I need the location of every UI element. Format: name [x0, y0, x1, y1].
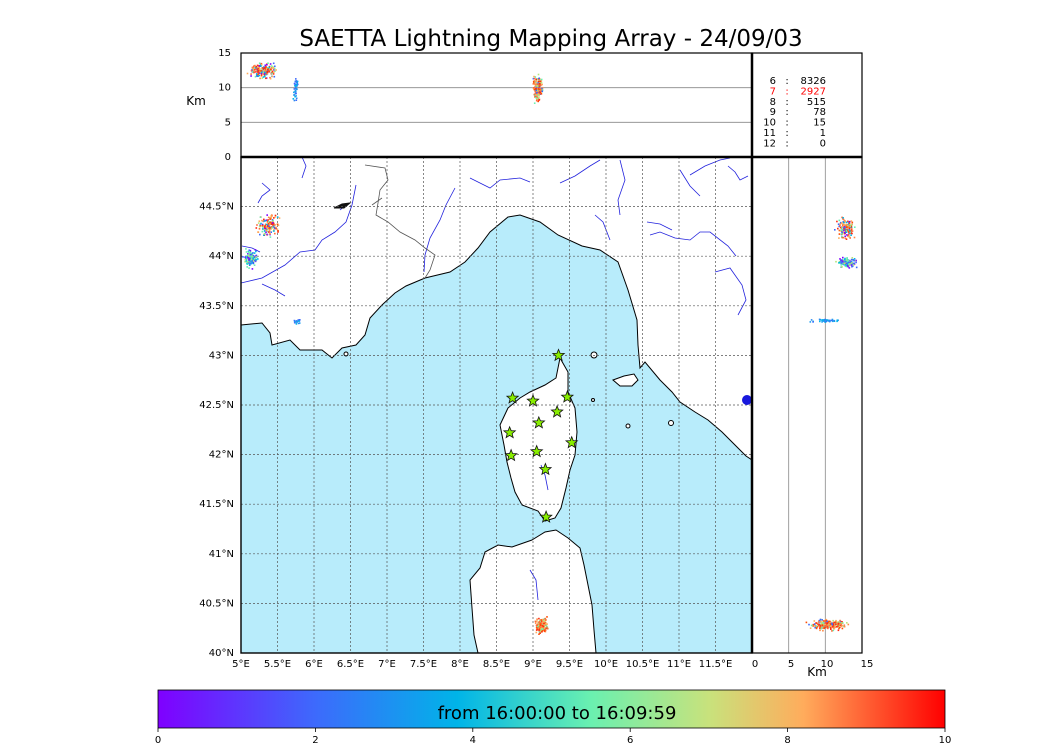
- station-star-icon: [526, 393, 540, 407]
- lon-tick-label: 6.5°E: [337, 659, 364, 670]
- stat-value: 0: [820, 138, 826, 149]
- alt-tick: 10: [218, 83, 231, 94]
- right-km-tick: 0: [752, 659, 758, 670]
- station-star-icon: [529, 444, 544, 458]
- colorbar-time-range: from 16:00:00 to 16:09:59: [438, 703, 677, 724]
- lon-tick-label: 11°E: [667, 659, 691, 670]
- lat-tick-label: 40.5°N: [199, 598, 234, 609]
- altitude-longitude-panel: 0 5 10 15 Km: [186, 48, 753, 163]
- lon-tick-label: 5°E: [232, 659, 250, 670]
- lon-tick-label: 10.5°E: [626, 659, 660, 670]
- alt-unit-label: Km: [186, 94, 206, 108]
- lat-tick-label: 44.5°N: [199, 202, 234, 213]
- time-colorbar: from 16:00:00 to 16:09:59 0 2 4 6 8 10: [155, 689, 952, 746]
- right-km-tick: 10: [821, 659, 834, 670]
- stat-separator: :: [785, 107, 788, 118]
- stat-value: 2927: [801, 86, 826, 97]
- stat-key: 10: [763, 118, 776, 129]
- stat-separator: :: [785, 128, 788, 139]
- stat-key: 6: [770, 76, 776, 87]
- lat-tick-label: 43°N: [209, 350, 234, 361]
- rivers: [241, 157, 749, 601]
- sardinia-island: [469, 529, 597, 653]
- lon-tick-label: 8.5°E: [483, 659, 510, 670]
- right-km-label: Km: [807, 665, 827, 679]
- stat-key: 9: [770, 107, 776, 118]
- stat-value: 15: [813, 118, 826, 129]
- stat-separator: :: [785, 97, 788, 108]
- lat-tick-label: 42.5°N: [199, 400, 234, 411]
- lon-tick-label: 9.5°E: [556, 659, 583, 670]
- stat-separator: :: [785, 118, 788, 129]
- lat-tick-label: 43.5°N: [199, 301, 234, 312]
- alt-tick: 15: [218, 48, 231, 59]
- station-star-icon: [502, 425, 517, 439]
- elba-island: [612, 373, 639, 387]
- station-star-icon: [505, 391, 520, 404]
- lon-tick-label: 8°E: [451, 659, 469, 670]
- station-star-icon: [539, 510, 553, 523]
- stat-value: 515: [807, 97, 826, 108]
- map-panel: 5°E 5.5°E 6°E 6.5°E 7°E 7.5°E 8°E 8.5°E 9°E 9.5°E…: [199, 156, 753, 670]
- lon-tick-label: 5.5°E: [264, 659, 291, 670]
- stat-separator: :: [785, 138, 788, 149]
- country-borders: [364, 164, 436, 279]
- lat-tick-label: 44°N: [209, 251, 234, 262]
- stat-key: 7: [770, 86, 776, 97]
- corsica-island: [499, 356, 578, 522]
- right-km-tick: 15: [861, 659, 874, 670]
- lat-tick-label: 41.5°N: [199, 499, 234, 510]
- lightning-cluster-marker: [742, 395, 752, 405]
- stat-separator: :: [785, 86, 788, 97]
- colorbar-tick-label: 2: [312, 735, 318, 746]
- lon-tick-label: 10°E: [594, 659, 618, 670]
- colorbar-tick-label: 10: [939, 735, 952, 746]
- stat-key: 11: [763, 128, 776, 139]
- figure-title: SAETTA Lightning Mapping Array - 24/09/0…: [299, 26, 802, 52]
- stat-value: 78: [813, 107, 826, 118]
- right-km-tick: 5: [788, 659, 794, 670]
- alt-tick: 5: [225, 117, 231, 128]
- stat-key: 12: [763, 138, 776, 149]
- station-star-icon: [550, 404, 564, 418]
- lat-tick-label: 42°N: [209, 450, 234, 461]
- lon-tick-label: 7°E: [378, 659, 396, 670]
- colorbar-tick-label: 6: [627, 735, 633, 746]
- station-star-icon: [504, 448, 518, 462]
- station-star-icon: [564, 435, 579, 449]
- latitude-altitude-panel: 0 5 10 15 Km: [751, 156, 874, 679]
- stat-separator: :: [785, 76, 788, 87]
- stat-value: 1: [820, 128, 826, 139]
- alt-tick: 0: [225, 152, 231, 163]
- stat-value: 8326: [801, 76, 826, 87]
- station-star-icon: [532, 415, 546, 429]
- lat-tick-label: 40°N: [209, 648, 234, 659]
- lon-tick-label: 7.5°E: [410, 659, 437, 670]
- station-star-icon: [538, 462, 553, 476]
- station-star-icon: [560, 389, 575, 403]
- lon-tick-label: 9°E: [524, 659, 542, 670]
- colorbar-gradient: [157, 689, 946, 729]
- stat-key: 8: [770, 97, 776, 108]
- lon-tick-label: 6°E: [305, 659, 323, 670]
- station-star-icon: [551, 348, 566, 362]
- lat-tick-label: 41°N: [209, 549, 234, 560]
- stats-panel: 6: 8326 7: 2927 8: 515 9: 78 10: 15 11: 1 12: 0: [751, 52, 863, 158]
- lon-tick-label: 11.5°E: [699, 659, 733, 670]
- colorbar-tick-label: 0: [155, 735, 161, 746]
- colorbar-tick-label: 4: [470, 735, 476, 746]
- colorbar-tick-label: 8: [784, 735, 790, 746]
